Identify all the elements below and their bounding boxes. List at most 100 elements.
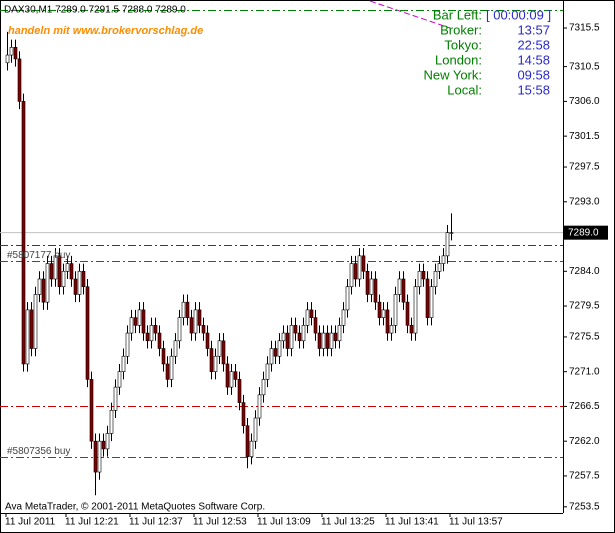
candle-body [153, 325, 158, 334]
candle-body [185, 301, 190, 318]
candle-body [141, 309, 146, 334]
candle-body [273, 348, 278, 357]
candle-body [373, 278, 378, 303]
candle-body [381, 309, 386, 318]
candle-body [277, 340, 282, 357]
candle-body [81, 270, 86, 288]
candle-body [25, 309, 30, 365]
x-tick-label: 11 Jul 12:21 [65, 517, 119, 528]
candle-body [449, 232, 454, 234]
candle-body [393, 294, 398, 326]
candle-body [437, 263, 442, 272]
chart-header: DAX30,M1 7289.0 7291.5 7288.0 7289.0 [4, 5, 186, 16]
candle-body [13, 47, 18, 60]
y-tick-label: 7271.0 [569, 366, 600, 377]
candle-body [113, 386, 118, 411]
candle-body [257, 394, 262, 419]
candle-body [433, 270, 438, 288]
candle-body [161, 348, 166, 365]
candle-body [193, 309, 198, 334]
info-label: Tokyo: [444, 37, 482, 52]
candle-body [421, 270, 426, 280]
y-tick-label: 7253.5 [569, 501, 600, 512]
candle-body [293, 325, 298, 334]
candle-body [269, 348, 274, 365]
candle-body [297, 332, 302, 342]
info-label: New York: [423, 67, 482, 82]
candle-body [305, 309, 310, 326]
candle-body [429, 286, 434, 318]
candle-body [93, 440, 98, 473]
candle-body [77, 270, 82, 295]
candle-body [365, 270, 370, 295]
candle-body [205, 332, 210, 349]
candle-body [241, 402, 246, 427]
candle-body [385, 309, 390, 334]
candle-body [45, 263, 50, 303]
candle-body [321, 332, 326, 349]
candle-body [377, 301, 382, 318]
price-box [564, 225, 608, 240]
candle-body [5, 54, 10, 64]
candle-body [289, 325, 294, 349]
y-tick-label: 7275.5 [569, 332, 600, 343]
candle-body [261, 379, 266, 396]
candle-body [169, 355, 174, 380]
candle-body [357, 255, 362, 280]
info-value: 09:58 [517, 67, 550, 82]
info-value: [ 00:00:09 ] [486, 7, 551, 22]
candle-body [341, 309, 346, 326]
x-tick-label: 11 Jul 12:37 [129, 517, 183, 528]
info-label: Broker: [440, 22, 482, 37]
candle-body [313, 317, 318, 334]
candle-body [61, 270, 66, 288]
candle-body [53, 255, 58, 280]
candle-body [281, 332, 286, 342]
price-box-label: 7289.0 [568, 227, 599, 238]
candle-body [137, 309, 142, 326]
candle-body [317, 332, 322, 349]
candle-body [73, 278, 78, 295]
candle-body [417, 270, 422, 288]
candle-body [401, 278, 406, 303]
y-tick-label: 7310.5 [569, 61, 600, 72]
candle-body [149, 325, 154, 342]
candle-body [65, 263, 70, 272]
info-label: London: [435, 52, 482, 67]
candle-body [17, 58, 22, 102]
candle-body [85, 286, 90, 380]
watermark: handeln mit www.brokervorschlag.de [8, 25, 203, 37]
candle-body [189, 317, 194, 334]
candle-body [349, 263, 354, 288]
candle-body [397, 278, 402, 295]
candle-body [9, 47, 14, 56]
candle-body [285, 332, 290, 349]
x-tick-label: 11 Jul 13:41 [385, 517, 439, 528]
candle-body [425, 278, 430, 318]
candle-body [345, 286, 350, 311]
candle-body [165, 363, 170, 380]
y-tick-label: 7266.5 [569, 401, 600, 412]
info-label: Bar Left: [433, 7, 482, 22]
candle-body [337, 325, 342, 342]
x-tick-label: 11 Jul 2011 [5, 517, 56, 528]
candle-body [253, 417, 258, 442]
candle-body [445, 232, 450, 257]
candle-body [133, 317, 138, 326]
x-tick-label: 11 Jul 13:09 [257, 517, 311, 528]
candle-body [413, 286, 418, 334]
y-tick-label: 7279.5 [569, 301, 600, 312]
candle-body [405, 301, 410, 326]
candle-body [33, 294, 38, 349]
candle-body [353, 263, 358, 280]
candle-body [213, 355, 218, 372]
candle-body [121, 355, 126, 372]
candle-body [409, 325, 414, 334]
candle-body [325, 332, 330, 349]
candle-body [217, 340, 222, 357]
candle-body [41, 278, 46, 303]
candle-body [333, 332, 338, 342]
candle-body [173, 340, 178, 357]
info-value: 22:58 [517, 37, 550, 52]
